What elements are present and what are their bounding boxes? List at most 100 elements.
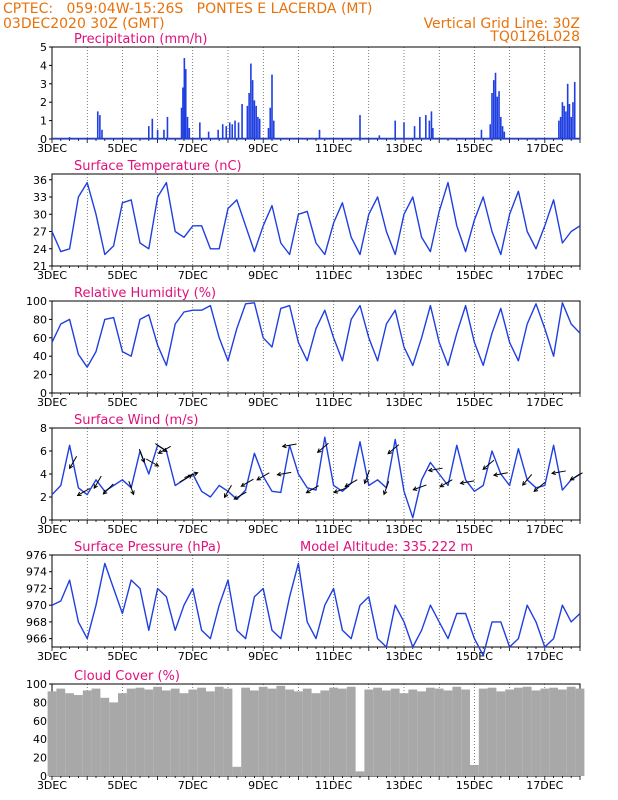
- wind-arrow-head: [439, 483, 445, 488]
- cloud-cover-bar: [91, 688, 101, 776]
- cloud-cover-bar: [65, 693, 74, 776]
- panels: 0 1 2 3 4 5 3DEC 5DEC 7DEC 9DEC 11DEC 13DEC 15DEC 17D…: [26, 32, 585, 792]
- surface-pressure-frame: [51, 554, 581, 648]
- cloud-cover-bar: [258, 686, 268, 776]
- precipitation-panel: 0 1 2 3 4 5 3DEC 5DEC 7DEC 9DEC 11DEC 13DEC 15DEC 17D…: [37, 32, 581, 155]
- wind-arrow: [234, 491, 247, 500]
- surface-wind-line: [51, 436, 581, 519]
- wind-arrow: [282, 443, 297, 447]
- precipitation-bar: [500, 116, 502, 139]
- relative-humidity-line: [51, 302, 581, 368]
- wind-arrow-head: [256, 476, 262, 481]
- cloud-cover-bar: [338, 688, 347, 776]
- surface-pressure-panel: 966 968 970 972 974 976 3DEC 5DEC 7DEC 9DEC 11DEC 1…: [26, 540, 581, 663]
- cloud-cover-bar: [505, 689, 514, 776]
- precipitation-bar: [558, 120, 560, 139]
- cloud-cover-bar: [399, 693, 409, 776]
- cloud-cover-x-tick-label: 9DEC: [248, 779, 278, 792]
- wind-arrow: [344, 479, 358, 488]
- precipitation-bar: [96, 111, 99, 139]
- relative-humidity-y-tick-label: 80: [33, 313, 47, 326]
- precipitation-bar: [148, 126, 150, 139]
- precipitation-bar: [180, 107, 183, 139]
- precipitation-bar: [183, 58, 186, 139]
- relative-humidity-y-tick-label: 100: [26, 295, 47, 308]
- header-model-code: TQ0126L028: [489, 29, 580, 45]
- surface-temperature-x-tick-label: 5DEC: [107, 269, 137, 282]
- precipitation-y-tick-label: 4: [40, 59, 47, 72]
- surface-pressure-x-tick-label: 15DEC: [456, 650, 493, 663]
- wind-arrow-head: [305, 489, 311, 494]
- relative-humidity-x-tick-label: 11DEC: [315, 396, 352, 409]
- wind-arrow-head: [102, 489, 108, 495]
- precipitation-x-tick-label: 15DEC: [456, 142, 493, 155]
- precipitation-bar: [559, 116, 562, 139]
- precipitation-y-tick-label: 0: [40, 133, 47, 146]
- cloud-cover-bar: [320, 690, 330, 776]
- wind-arrow-head: [223, 493, 229, 499]
- relative-humidity-x-tick-label: 17DEC: [526, 396, 563, 409]
- surface-wind-x-tick-label: 17DEC: [526, 523, 563, 536]
- wind-arrow-head: [382, 490, 388, 496]
- cloud-cover-bar: [241, 687, 250, 776]
- cloud-cover-bar: [575, 688, 585, 776]
- precipitation-bar: [225, 126, 228, 139]
- precipitation-bar: [237, 122, 240, 139]
- wind-arrow: [533, 481, 546, 492]
- surface-temperature-x-tick-label: 3DEC: [37, 269, 67, 282]
- precipitation-bar: [432, 127, 434, 139]
- cloud-cover-bar: [566, 686, 576, 776]
- precipitation-bar: [413, 126, 416, 139]
- wind-arrow-head: [569, 476, 575, 481]
- surface-pressure-x-tick-label: 9DEC: [248, 650, 278, 663]
- cloud-cover-bar: [364, 689, 374, 776]
- precipitation-bar: [403, 122, 405, 139]
- surface-wind-x-tick-label: 5DEC: [107, 523, 137, 536]
- surface-temperature-x-tick-label: 15DEC: [456, 269, 493, 282]
- wind-arrow: [93, 475, 102, 489]
- precipitation-bar: [184, 69, 187, 139]
- model-altitude: Model Altitude: 335.222 m: [300, 540, 473, 555]
- cloud-cover-y-tick-label: 0: [40, 770, 47, 783]
- cloud-cover-bar: [487, 687, 497, 776]
- cloud-cover-bar: [426, 687, 435, 776]
- surface-temperature-x-tick-label: 7DEC: [178, 269, 208, 282]
- wind-arrow: [439, 479, 453, 488]
- relative-humidity-y-tick-label: 40: [33, 350, 47, 363]
- wind-arrow: [383, 481, 390, 495]
- surface-pressure-title: Surface Pressure (hPa): [74, 540, 221, 555]
- precipitation-bar: [99, 115, 101, 139]
- cloud-cover-bar: [285, 689, 294, 776]
- wind-arrow-head: [240, 482, 246, 487]
- wind-arrow-head: [482, 465, 488, 470]
- surface-temperature-y-tick-label: 24: [33, 243, 47, 256]
- cloud-cover-bar: [470, 764, 479, 776]
- cloud-cover-bar: [82, 690, 92, 776]
- cloud-cover-x-tick-label: 11DEC: [315, 779, 352, 792]
- wind-arrow-head: [276, 471, 282, 477]
- surface-temperature-title: Surface Temperature (nC): [74, 159, 242, 174]
- cloud-cover-bar: [56, 688, 66, 776]
- surface-pressure-x-tick-label: 13DEC: [385, 650, 422, 663]
- precipitation-y-tick-label: 3: [40, 78, 47, 91]
- precipitation-x-tick-label: 11DEC: [315, 142, 352, 155]
- cloud-cover-bar: [214, 686, 224, 776]
- wind-arrow-head: [140, 458, 146, 464]
- cloud-cover-x-tick-label: 5DEC: [107, 779, 137, 792]
- wind-arrow-head: [333, 489, 339, 494]
- wind-arrow: [158, 445, 171, 454]
- header-run-time: 03DEC2020 30Z (GMT): [3, 16, 165, 32]
- cloud-cover-bar: [452, 686, 462, 776]
- wind-arrow-head: [492, 472, 498, 477]
- wind-arrow: [551, 470, 566, 474]
- precipitation-bar: [221, 124, 224, 139]
- cloud-cover-x-tick-label: 7DEC: [178, 779, 208, 792]
- precipitation-bar: [151, 118, 154, 139]
- cloud-cover-y-tick-label: 100: [26, 678, 47, 691]
- precipitation-bar: [428, 120, 431, 139]
- surface-wind-y-tick-label: 8: [40, 422, 47, 435]
- precipitation-bar: [566, 83, 569, 139]
- cloud-cover-bar: [390, 688, 400, 776]
- wind-arrow-head: [76, 491, 82, 496]
